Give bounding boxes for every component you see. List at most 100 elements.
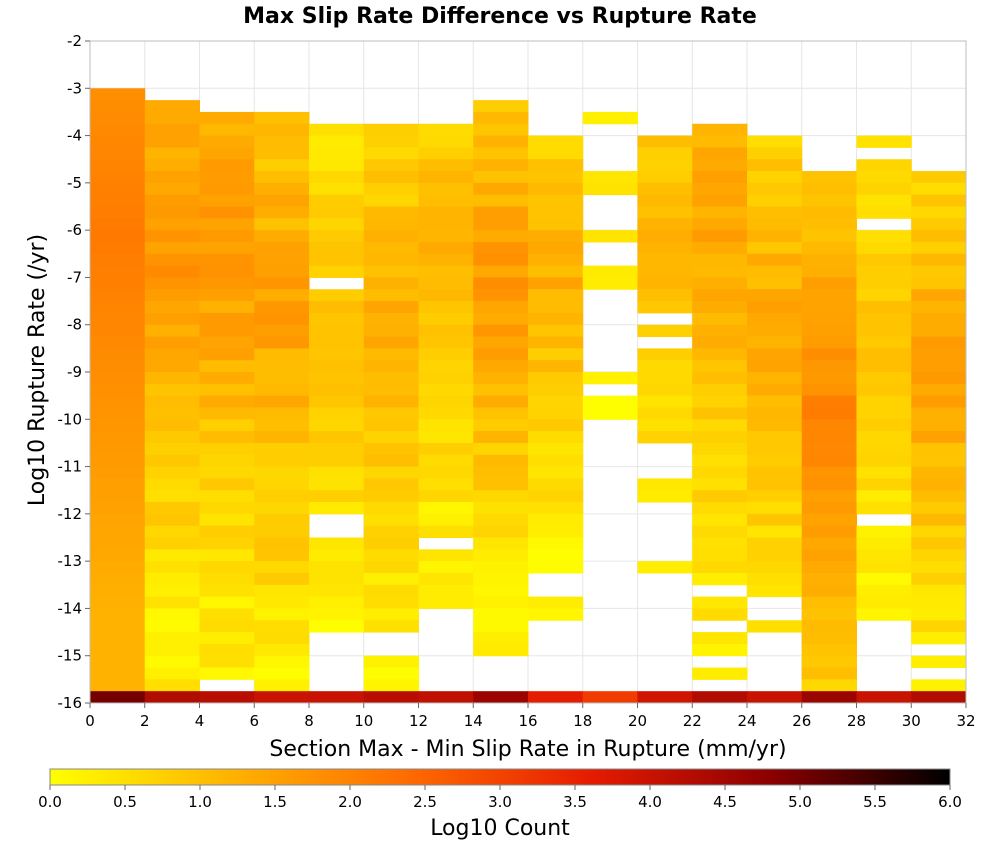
heatmap-cell	[363, 360, 419, 373]
heatmap-cell	[856, 407, 912, 420]
heatmap-cell	[144, 643, 200, 657]
heatmap-cell	[801, 336, 857, 349]
heatmap-cell	[692, 182, 748, 196]
heatmap-cell	[528, 360, 584, 373]
heatmap-cell	[144, 206, 200, 219]
heatmap-cell	[363, 561, 419, 574]
heatmap-cell	[90, 608, 146, 621]
heatmap-cell	[911, 289, 967, 302]
colorbar-tick-label: 2.5	[413, 793, 437, 811]
heatmap-cell	[144, 182, 200, 196]
heatmap-cell	[199, 182, 255, 196]
heatmap-cell	[144, 442, 200, 456]
heatmap-cell-bottom	[528, 691, 584, 703]
heatmap-cell	[144, 230, 200, 243]
heatmap-cell	[363, 324, 419, 338]
heatmap-cell	[528, 372, 584, 385]
heatmap-cell	[801, 206, 857, 219]
heatmap-cell	[528, 324, 584, 338]
heatmap-cell	[692, 289, 748, 302]
heatmap-cell	[254, 561, 310, 574]
x-tick-label: 12	[409, 712, 428, 730]
heatmap-cell	[637, 419, 693, 432]
heatmap-cell	[528, 194, 584, 207]
heatmap-cell	[254, 431, 310, 444]
heatmap-cell	[637, 253, 693, 267]
heatmap-cell	[363, 218, 419, 231]
heatmap-cell	[911, 502, 967, 515]
heatmap-cell	[801, 679, 857, 692]
heatmap-cell	[418, 171, 474, 184]
heatmap-cell	[856, 312, 912, 326]
heatmap-cell	[90, 383, 146, 397]
heatmap-cell	[528, 312, 584, 326]
heatmap-cell	[199, 537, 255, 550]
heatmap-cell	[692, 360, 748, 373]
heatmap-cell	[309, 537, 365, 550]
heatmap-cell	[911, 572, 967, 586]
heatmap-cell	[254, 466, 310, 479]
heatmap-cell	[747, 135, 803, 148]
heatmap-cell	[363, 135, 419, 148]
heatmap-cell	[747, 537, 803, 550]
heatmap-cell	[254, 419, 310, 432]
heatmap-cell	[309, 442, 365, 456]
heatmap-cell	[90, 513, 146, 527]
heatmap-cell	[528, 431, 584, 444]
heatmap-cell	[747, 513, 803, 527]
heatmap-cell	[856, 265, 912, 278]
heatmap-cell	[90, 454, 146, 468]
heatmap-cell	[418, 277, 474, 290]
heatmap-cell	[309, 159, 365, 172]
heatmap-cell	[747, 312, 803, 326]
heatmap-cell	[473, 360, 529, 373]
heatmap-cell	[90, 655, 146, 669]
heatmap-cell	[911, 561, 967, 574]
heatmap-cell	[144, 360, 200, 373]
heatmap-cell	[473, 111, 529, 125]
heatmap-cell	[528, 206, 584, 219]
heatmap-cell	[637, 324, 693, 338]
heatmap-cell	[856, 454, 912, 468]
heatmap-cell	[363, 372, 419, 385]
heatmap-cell	[199, 596, 255, 609]
heatmap-cell	[911, 206, 967, 219]
heatmap-cell	[911, 360, 967, 373]
heatmap-cell	[254, 171, 310, 184]
heatmap-cell	[747, 584, 803, 598]
heatmap-cell	[911, 277, 967, 290]
heatmap-cell	[911, 301, 967, 314]
heatmap-cell	[363, 466, 419, 479]
heatmap-cell	[90, 525, 146, 538]
heatmap-cell	[473, 100, 529, 113]
heatmap-cell	[363, 513, 419, 527]
heatmap-cell	[747, 620, 803, 633]
colorbar-label: Log10 Count	[430, 816, 570, 841]
heatmap-cell	[418, 561, 474, 574]
heatmap-cell	[911, 194, 967, 207]
heatmap-cell	[418, 182, 474, 196]
heatmap-cell	[911, 442, 967, 456]
heatmap-cell	[90, 336, 146, 349]
heatmap-cell	[637, 301, 693, 314]
heatmap-cell	[309, 407, 365, 420]
heatmap-cell	[692, 667, 748, 680]
heatmap-cell	[856, 502, 912, 515]
heatmap-cell	[801, 572, 857, 586]
heatmap-cell	[801, 620, 857, 633]
heatmap-cell	[801, 478, 857, 491]
heatmap-cell	[747, 419, 803, 432]
y-axis-label: Log10 Rupture Rate (/yr)	[25, 234, 50, 506]
heatmap-cell	[473, 194, 529, 207]
heatmap-cell	[473, 312, 529, 326]
heatmap-cell	[254, 111, 310, 125]
heatmap-cell	[90, 572, 146, 586]
heatmap-cell	[418, 253, 474, 267]
heatmap-cell	[911, 431, 967, 444]
heatmap-cell	[747, 324, 803, 338]
heatmap-cell	[309, 561, 365, 574]
heatmap-cell	[418, 372, 474, 385]
heatmap-cell	[363, 549, 419, 562]
heatmap-cell	[801, 372, 857, 385]
heatmap-cell	[309, 194, 365, 207]
